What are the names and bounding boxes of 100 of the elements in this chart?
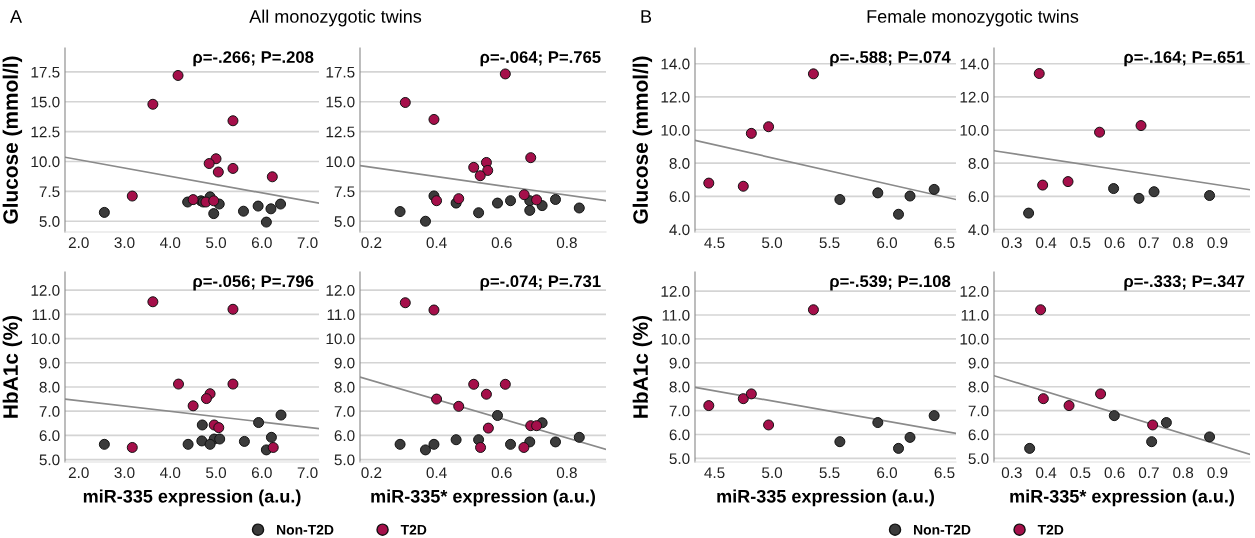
annotation: ρ=-.588; P=.074 xyxy=(830,51,951,67)
y-tick-label: 8.0 xyxy=(669,158,690,169)
y-tick-label: 10.0 xyxy=(326,156,355,168)
x-axis-title: miR-335* expression (a.u.) xyxy=(1010,489,1234,507)
y-tick-label: 9.0 xyxy=(334,357,355,369)
x-tick-label: 0.4 xyxy=(426,237,447,249)
y-tick-label: 5.0 xyxy=(968,453,989,465)
y-tick-label: 12.5 xyxy=(326,126,355,138)
y-tick-label: 12.0 xyxy=(326,285,355,296)
x-tick-label: 2.0 xyxy=(68,467,89,479)
x-tick-label: 5.0 xyxy=(206,467,227,479)
y-tick-label: 14.0 xyxy=(661,58,690,70)
x-tick-label: 0.5 xyxy=(1070,237,1091,249)
x-tick-label: 0.3 xyxy=(1001,467,1022,479)
x-tick-label: 3.0 xyxy=(114,237,135,249)
x-tick-label: 6.0 xyxy=(877,467,898,479)
y-tick-label: 11.0 xyxy=(662,309,690,321)
y-axis-title: HbA1c (%) xyxy=(632,315,653,418)
y-tick-label: 12.0 xyxy=(661,91,690,103)
x-tick-label: 6.0 xyxy=(251,237,272,249)
x-tick-label: 5.0 xyxy=(206,237,227,249)
x-tick-label: 2.0 xyxy=(68,237,89,249)
x-tick-label: 4.0 xyxy=(159,237,181,249)
y-tick-label: 12.0 xyxy=(661,285,690,297)
y-tick-label: 5.0 xyxy=(39,454,60,466)
y-tick-label: 17.5 xyxy=(326,66,355,78)
y-tick-label: 7.0 xyxy=(334,406,355,417)
y-tick-label: 15.0 xyxy=(326,96,355,108)
y-tick-label: 7.5 xyxy=(39,186,60,198)
y-tick-label: 4.0 xyxy=(968,224,989,236)
legend-label: T2D xyxy=(1037,524,1064,535)
x-tick-label: 4.0 xyxy=(159,467,181,479)
x-tick-label: 0.8 xyxy=(1173,237,1194,249)
y-tick-label: 8.0 xyxy=(39,381,60,393)
x-tick-label: 0.4 xyxy=(426,467,447,479)
y-tick-label: 5.0 xyxy=(334,216,355,227)
x-tick-label: 0.5 xyxy=(1070,467,1091,479)
x-tick-label: 3.0 xyxy=(114,467,135,479)
y-tick-label: 10.0 xyxy=(960,124,989,136)
x-tick-label: 4.5 xyxy=(704,467,725,479)
x-tick-label: 0.4 xyxy=(1036,237,1057,249)
x-axis-title: miR-335 expression (a.u.) xyxy=(717,489,934,507)
y-tick-label: 6.0 xyxy=(39,430,60,442)
x-axis-title: miR-335* expression (a.u.) xyxy=(371,489,595,507)
x-tick-label: 5.0 xyxy=(762,237,783,249)
legend-label: Non-T2D xyxy=(914,524,971,535)
y-tick-label: 11.0 xyxy=(327,309,355,321)
y-tick-label: 9.0 xyxy=(39,357,60,369)
y-tick-label: 9.0 xyxy=(968,357,989,369)
x-tick-label: 0.8 xyxy=(556,467,577,479)
y-tick-label: 14.0 xyxy=(960,58,989,70)
y-tick-label: 10.0 xyxy=(661,124,690,136)
annotation: ρ=-.266; P=.208 xyxy=(193,51,314,67)
x-tick-label: 0.2 xyxy=(361,237,382,249)
y-tick-label: 5.0 xyxy=(334,454,355,466)
y-tick-label: 11.0 xyxy=(961,309,989,321)
annotation: ρ=-.333; P=.347 xyxy=(1124,275,1245,291)
x-tick-label: 4.5 xyxy=(704,237,725,249)
chart-title: Female monozygotic twins xyxy=(867,9,1079,27)
x-tick-label: 0.4 xyxy=(1036,467,1057,479)
y-tick-label: 7.0 xyxy=(39,406,60,417)
y-tick-label: 6.0 xyxy=(334,430,355,442)
x-tick-label: 6.0 xyxy=(877,237,898,249)
x-tick-label: 0.3 xyxy=(1001,237,1022,249)
y-tick-label: 15.0 xyxy=(31,96,60,108)
x-tick-label: 5.0 xyxy=(762,467,783,479)
annotation: ρ=-.056; P=.796 xyxy=(193,275,314,291)
y-tick-label: 8.0 xyxy=(968,381,989,393)
legend-label: T2D xyxy=(400,524,427,535)
y-tick-label: 10.0 xyxy=(326,333,355,345)
annotation: ρ=-.164; P=.651 xyxy=(1124,51,1245,67)
y-tick-label: 17.5 xyxy=(31,66,60,78)
y-tick-label: 10.0 xyxy=(31,333,60,345)
y-tick-label: 10.0 xyxy=(661,333,690,345)
y-axis-title: Glucose (mmol/l) xyxy=(2,56,23,224)
y-tick-label: 6.0 xyxy=(669,191,690,203)
y-tick-label: 5.0 xyxy=(39,216,60,227)
x-tick-label: 0.6 xyxy=(491,467,512,479)
chart-title: All monozygotic twins xyxy=(249,9,422,27)
x-tick-label: 7.0 xyxy=(297,467,318,479)
y-tick-label: 12.0 xyxy=(31,285,60,296)
y-tick-label: 9.0 xyxy=(669,357,690,369)
y-tick-label: 7.0 xyxy=(669,405,690,417)
x-tick-label: 0.8 xyxy=(556,237,577,249)
x-tick-label: 0.9 xyxy=(1207,467,1228,479)
y-tick-label: 11.0 xyxy=(32,309,60,321)
x-tick-label: 0.6 xyxy=(1104,237,1125,249)
y-tick-label: 12.0 xyxy=(960,91,989,103)
x-tick-label: 0.9 xyxy=(1207,237,1228,249)
text: B xyxy=(641,10,652,23)
y-tick-label: 6.0 xyxy=(968,191,989,203)
text: A xyxy=(10,10,23,23)
y-tick-label: 8.0 xyxy=(669,381,690,393)
y-tick-label: 4.0 xyxy=(669,224,690,236)
x-tick-label: 0.8 xyxy=(1173,467,1194,479)
annotation: ρ=-.064; P=.765 xyxy=(480,51,601,67)
y-tick-label: 5.0 xyxy=(669,453,690,465)
y-tick-label: 7.5 xyxy=(334,186,355,198)
y-tick-label: 10.0 xyxy=(960,333,989,345)
x-tick-label: 6.5 xyxy=(934,237,955,249)
